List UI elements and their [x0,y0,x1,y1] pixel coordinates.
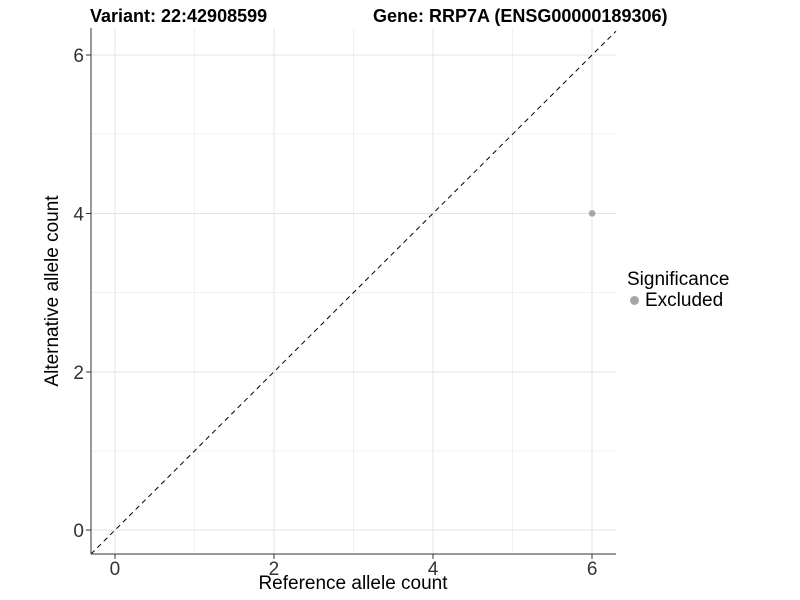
legend-title: Significance [627,269,730,290]
legend: Significance Excluded [627,269,730,311]
legend-item-excluded: Excluded [627,291,729,310]
plot-title-variant: Variant: 22:42908599 [90,6,268,26]
y-tick-label: 2 [73,363,84,384]
legend-point-icon [630,296,639,305]
y-tick-label: 4 [73,204,84,225]
x-tick-label: 6 [587,559,598,580]
y-axis-title: Alternative allele count [42,195,63,387]
x-tick-label: 0 [110,559,121,580]
plot-title-gene: Gene: RRP7A (ENSG00000189306) [373,6,668,26]
x-tick-label: 2 [269,559,280,580]
y-tick-label: 6 [73,46,84,67]
y-tick-label: 0 [73,521,84,542]
identity-line [90,30,617,555]
x-axis-title: Reference allele count [258,573,448,594]
x-tick-label: 4 [428,559,439,580]
data-point [588,210,596,217]
legend-label: Excluded [645,290,724,311]
